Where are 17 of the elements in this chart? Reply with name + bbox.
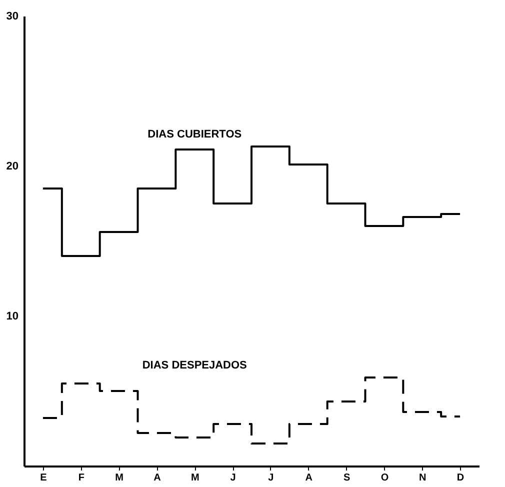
x-tick-label: O — [380, 472, 389, 484]
x-tick-label: M — [190, 472, 200, 484]
x-tick-label: A — [154, 472, 161, 484]
y-tick-label: 10 — [6, 310, 18, 322]
x-tick-label: D — [456, 472, 464, 484]
x-tick-label: S — [343, 472, 350, 484]
y-tick-label: 20 — [6, 160, 18, 172]
x-tick-label: N — [419, 472, 426, 484]
x-tick-label: M — [115, 472, 124, 484]
x-tick-label: F — [78, 472, 84, 484]
x-tick-label: A — [305, 472, 312, 484]
x-tick-label: J — [230, 472, 236, 484]
series-label: DIAS DESPEJADOS — [142, 360, 247, 372]
x-tick-label: J — [268, 472, 274, 484]
series-label: DIAS CUBIERTOS — [148, 128, 242, 140]
x-tick-label: E — [40, 472, 48, 484]
y-tick-label: 30 — [6, 10, 18, 22]
